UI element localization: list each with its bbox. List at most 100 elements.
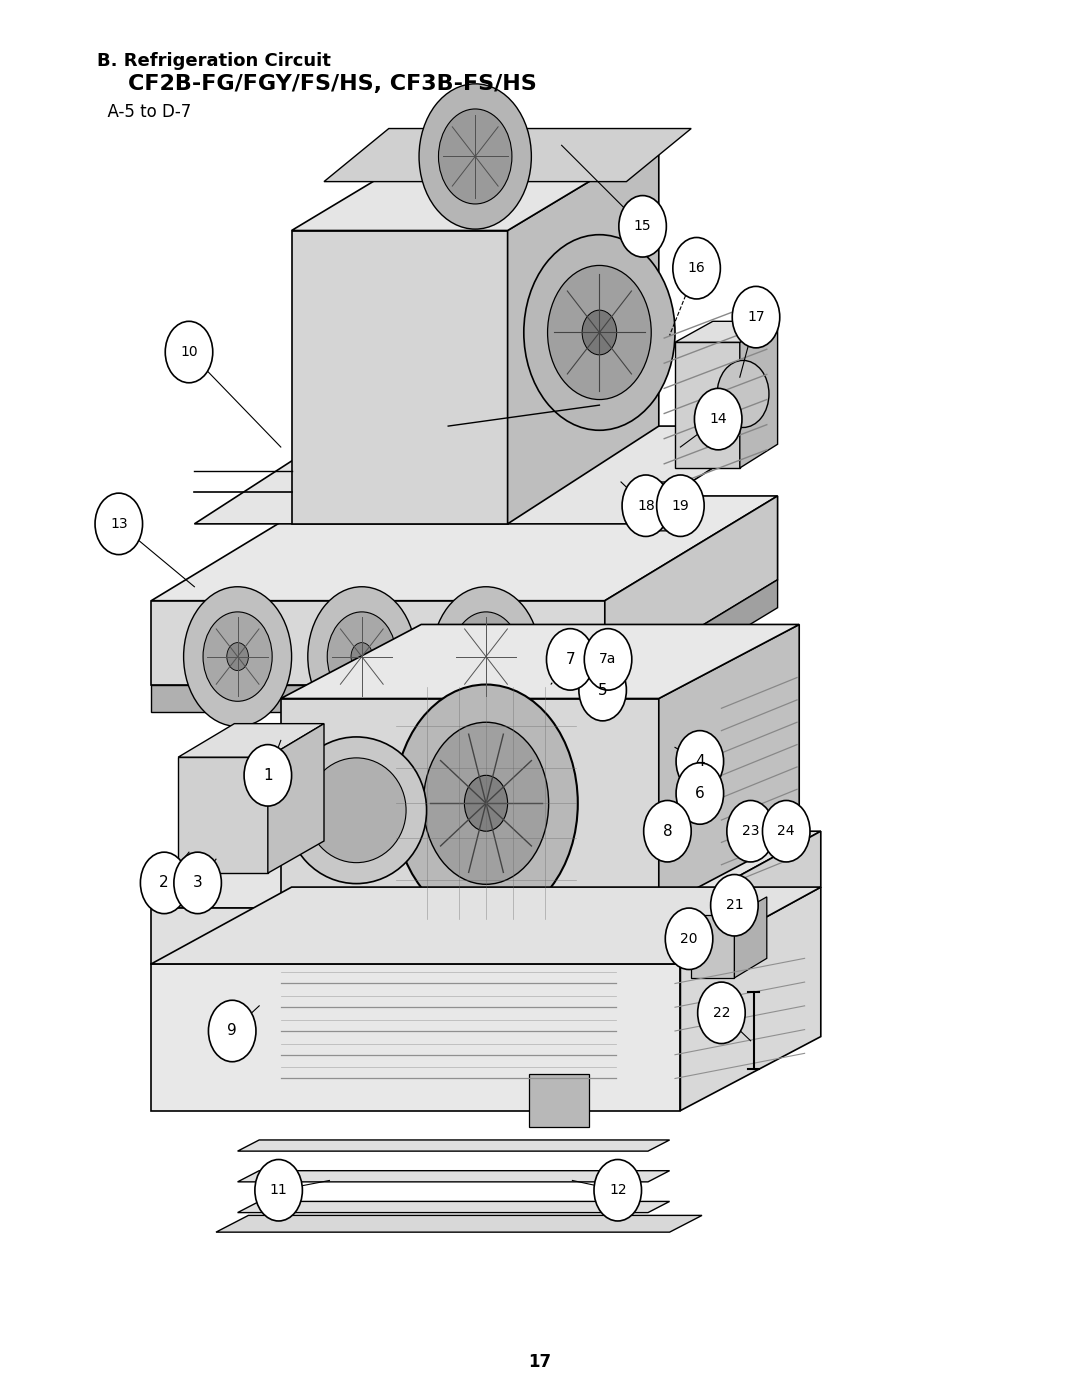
Polygon shape bbox=[680, 887, 821, 1111]
Text: 23: 23 bbox=[742, 824, 759, 838]
Text: 3: 3 bbox=[192, 876, 203, 890]
Polygon shape bbox=[151, 887, 821, 964]
Polygon shape bbox=[178, 757, 268, 873]
Polygon shape bbox=[605, 580, 778, 712]
Text: A-5 to D-7: A-5 to D-7 bbox=[97, 103, 191, 122]
Text: 8: 8 bbox=[663, 824, 672, 838]
Text: 11: 11 bbox=[270, 1183, 287, 1197]
Text: 2: 2 bbox=[160, 876, 168, 890]
Text: 7: 7 bbox=[566, 652, 575, 666]
Ellipse shape bbox=[727, 800, 774, 862]
Ellipse shape bbox=[140, 852, 188, 914]
Polygon shape bbox=[292, 140, 659, 231]
Polygon shape bbox=[691, 915, 734, 978]
Text: 17: 17 bbox=[747, 310, 765, 324]
Ellipse shape bbox=[165, 321, 213, 383]
Polygon shape bbox=[292, 231, 508, 524]
Text: 14: 14 bbox=[710, 412, 727, 426]
Circle shape bbox=[308, 587, 416, 726]
Ellipse shape bbox=[711, 875, 758, 936]
Circle shape bbox=[184, 587, 292, 726]
Ellipse shape bbox=[676, 731, 724, 792]
Polygon shape bbox=[238, 1201, 670, 1213]
Circle shape bbox=[451, 612, 521, 701]
Polygon shape bbox=[734, 897, 767, 978]
Ellipse shape bbox=[657, 475, 704, 536]
Circle shape bbox=[475, 643, 497, 671]
Polygon shape bbox=[281, 624, 799, 698]
Text: 1: 1 bbox=[264, 768, 272, 782]
Text: 4: 4 bbox=[696, 754, 704, 768]
Polygon shape bbox=[740, 321, 778, 468]
Polygon shape bbox=[268, 724, 324, 873]
Polygon shape bbox=[151, 908, 680, 964]
Polygon shape bbox=[238, 1171, 670, 1182]
Ellipse shape bbox=[244, 745, 292, 806]
Ellipse shape bbox=[698, 982, 745, 1044]
Circle shape bbox=[419, 84, 531, 229]
Polygon shape bbox=[605, 496, 778, 685]
Polygon shape bbox=[216, 1215, 702, 1232]
Ellipse shape bbox=[622, 475, 670, 536]
Ellipse shape bbox=[694, 388, 742, 450]
Circle shape bbox=[203, 612, 272, 701]
Ellipse shape bbox=[579, 659, 626, 721]
Circle shape bbox=[548, 265, 651, 400]
Text: CF2B-FG/FGY/FS/HS, CF3B-FS/HS: CF2B-FG/FGY/FS/HS, CF3B-FS/HS bbox=[97, 74, 537, 94]
Polygon shape bbox=[151, 601, 605, 685]
Polygon shape bbox=[151, 964, 680, 1111]
Ellipse shape bbox=[732, 286, 780, 348]
Polygon shape bbox=[680, 831, 821, 964]
Polygon shape bbox=[659, 624, 799, 908]
Circle shape bbox=[394, 685, 578, 922]
Ellipse shape bbox=[584, 629, 632, 690]
Polygon shape bbox=[324, 129, 691, 182]
Circle shape bbox=[423, 722, 549, 884]
Text: 7a: 7a bbox=[599, 652, 617, 666]
Circle shape bbox=[351, 643, 373, 671]
Text: 5: 5 bbox=[598, 683, 607, 697]
Polygon shape bbox=[508, 140, 659, 524]
Text: B. Refrigeration Circuit: B. Refrigeration Circuit bbox=[97, 52, 332, 70]
Text: 13: 13 bbox=[110, 517, 127, 531]
Ellipse shape bbox=[673, 237, 720, 299]
Circle shape bbox=[438, 109, 512, 204]
Polygon shape bbox=[643, 482, 675, 531]
Ellipse shape bbox=[546, 629, 594, 690]
Text: 20: 20 bbox=[680, 932, 698, 946]
Text: 17: 17 bbox=[528, 1354, 552, 1370]
Text: 15: 15 bbox=[634, 219, 651, 233]
Bar bbox=[529, 1074, 589, 1127]
Circle shape bbox=[227, 643, 248, 671]
Text: 10: 10 bbox=[180, 345, 198, 359]
Polygon shape bbox=[151, 496, 778, 601]
Ellipse shape bbox=[174, 852, 221, 914]
Text: 9: 9 bbox=[227, 1024, 238, 1038]
Circle shape bbox=[464, 775, 508, 831]
Text: 19: 19 bbox=[672, 499, 689, 513]
Circle shape bbox=[327, 612, 396, 701]
Text: 22: 22 bbox=[713, 1006, 730, 1020]
Text: 21: 21 bbox=[726, 898, 743, 912]
Polygon shape bbox=[151, 831, 821, 908]
Ellipse shape bbox=[619, 196, 666, 257]
Circle shape bbox=[717, 360, 769, 427]
Text: 6: 6 bbox=[694, 787, 705, 800]
Circle shape bbox=[582, 310, 617, 355]
Polygon shape bbox=[675, 342, 740, 468]
Polygon shape bbox=[675, 321, 778, 342]
Polygon shape bbox=[281, 698, 659, 908]
Polygon shape bbox=[238, 1140, 670, 1151]
Polygon shape bbox=[151, 685, 605, 712]
Polygon shape bbox=[178, 724, 324, 757]
Ellipse shape bbox=[676, 763, 724, 824]
Ellipse shape bbox=[95, 493, 143, 555]
Text: 18: 18 bbox=[637, 499, 654, 513]
Ellipse shape bbox=[286, 738, 427, 884]
Ellipse shape bbox=[665, 908, 713, 970]
Ellipse shape bbox=[208, 1000, 256, 1062]
Text: 16: 16 bbox=[688, 261, 705, 275]
Text: 24: 24 bbox=[778, 824, 795, 838]
Circle shape bbox=[432, 587, 540, 726]
Ellipse shape bbox=[307, 757, 406, 863]
